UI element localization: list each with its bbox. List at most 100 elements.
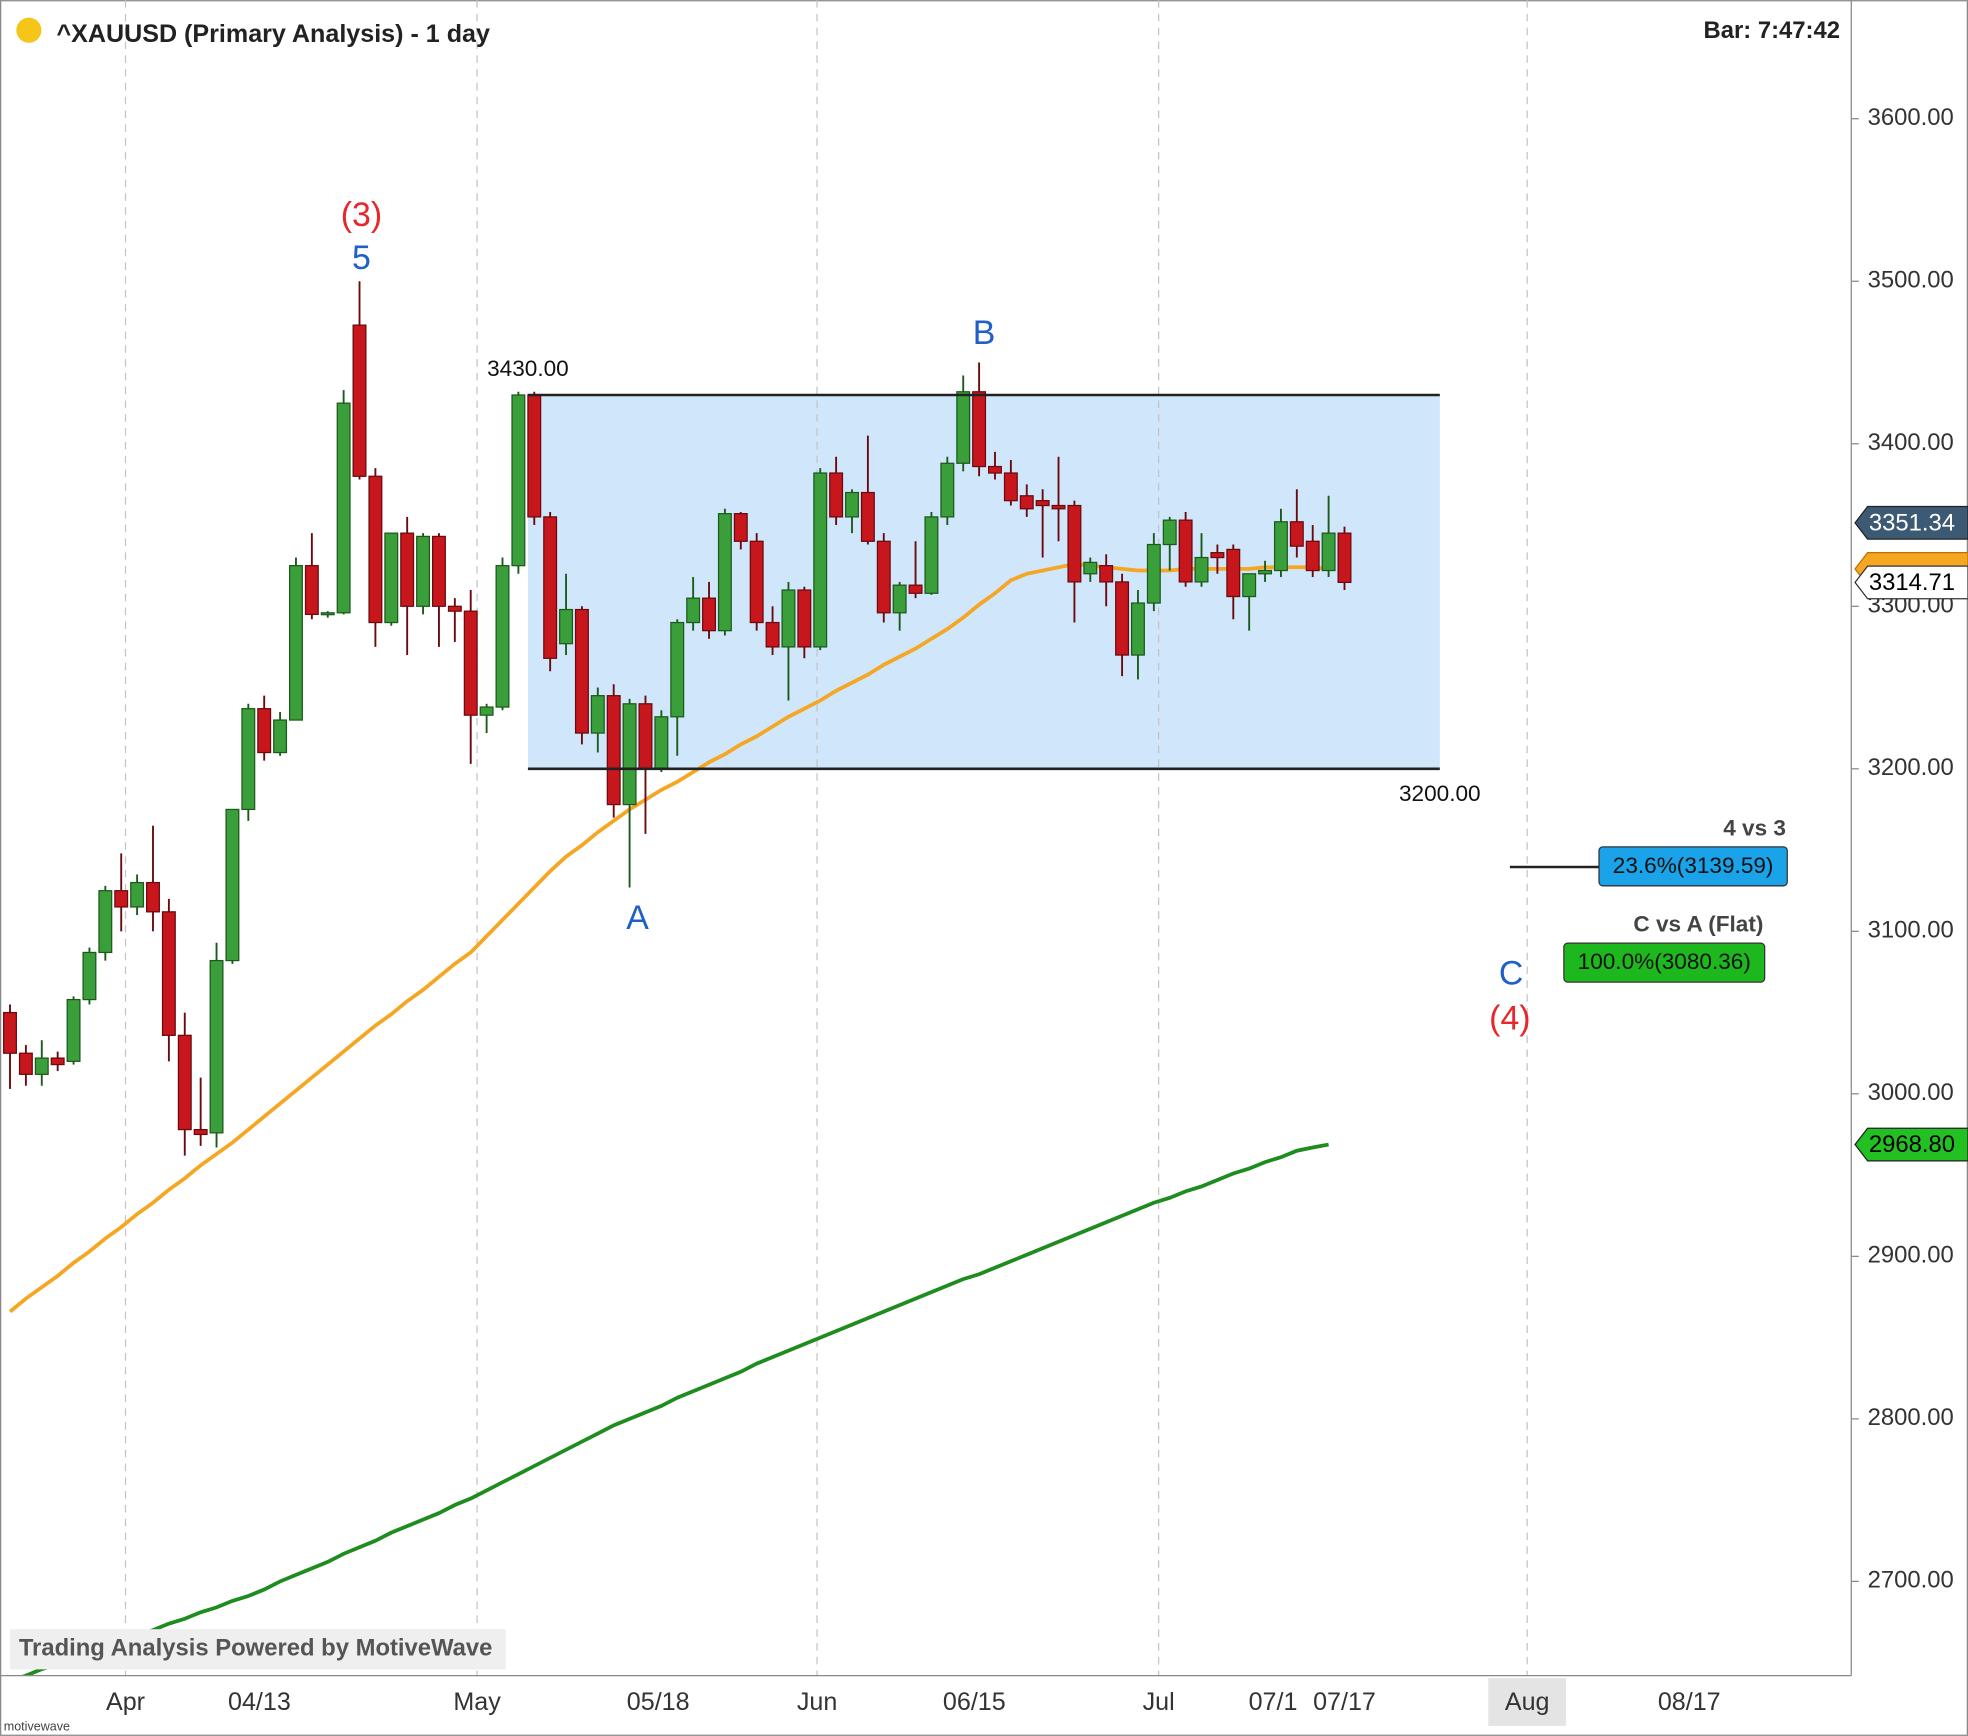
candle-body [892, 584, 907, 614]
candle-body [733, 513, 748, 542]
candle-body [50, 1057, 65, 1066]
candle-body [1258, 569, 1273, 575]
candle-body [177, 1034, 192, 1131]
status-dot [16, 17, 42, 43]
price-tag-label: 3314.71 [1869, 569, 1955, 596]
candle-body [447, 605, 462, 612]
plot-area [3, 0, 1528, 1676]
candle-body [924, 516, 939, 594]
wave-label: (3) [341, 196, 382, 234]
range-bottom-label: 3200.00 [1399, 781, 1481, 806]
candle-body [495, 565, 510, 708]
candle-body [384, 532, 399, 624]
x-tick-label: Jul [1143, 1688, 1175, 1716]
bar-timer: Bar: 7:47:42 [1704, 17, 1840, 44]
footer: motivewave [4, 1719, 70, 1733]
candle-body [1273, 521, 1288, 572]
price-tag-label: 3351.34 [1869, 509, 1955, 536]
candle-body [18, 1052, 33, 1075]
candle-body [146, 881, 160, 913]
candle-body [336, 402, 351, 614]
candle-body [1130, 602, 1145, 656]
candle-body [590, 695, 605, 734]
x-tick-label: 06/15 [943, 1688, 1006, 1716]
candle-body [559, 608, 574, 645]
candle-body [654, 716, 669, 770]
candle-body [765, 621, 780, 648]
candle-body [527, 394, 542, 518]
candle-body [193, 1128, 208, 1136]
candle-body [860, 491, 875, 542]
fib-box [1563, 942, 1766, 983]
candle-body [241, 708, 256, 811]
price-tag-label: 2968.80 [1869, 1131, 1955, 1158]
candle-body [3, 1011, 17, 1054]
candle-body [1083, 561, 1098, 575]
candle-body [130, 881, 145, 908]
range-top-label: 3430.00 [487, 356, 569, 381]
candle-body [638, 703, 653, 770]
candle-body [1035, 500, 1050, 507]
candle-body [606, 695, 621, 806]
candle-body [1003, 472, 1018, 502]
x-cursor-box [1488, 1678, 1567, 1726]
wave-label: 5 [352, 239, 371, 277]
y-tick-label: 3000.00 [1868, 1079, 1954, 1106]
candle-body [479, 706, 494, 716]
y-tick-label: 2700.00 [1868, 1567, 1954, 1594]
price-tag [1854, 565, 1968, 600]
candle-body [749, 540, 764, 624]
candle-body [34, 1057, 49, 1075]
y-tick-label: 3500.00 [1868, 267, 1954, 294]
fib-label: 23.6%(3139.59) [1613, 853, 1774, 878]
y-tick-label: 3100.00 [1868, 917, 1954, 944]
x-tick-label: 08/17 [1658, 1688, 1721, 1716]
candle-body [686, 597, 701, 624]
fib-label: 100.0%(3080.36) [1578, 949, 1751, 974]
candle-body [670, 621, 685, 718]
moving-average [19, 1142, 1329, 1676]
candle-body [1178, 519, 1193, 583]
candle-body [320, 612, 335, 616]
x-tick-label: Jun [797, 1688, 837, 1716]
candle-body [273, 719, 288, 754]
candle-body [82, 951, 97, 1001]
x-tick-label: 04/13 [228, 1688, 291, 1716]
y-tick-label: 3600.00 [1868, 104, 1954, 131]
y-tick-label: 3200.00 [1868, 754, 1954, 781]
candle-body [1019, 495, 1034, 510]
candle-body [161, 911, 176, 1036]
candle-body [416, 535, 431, 607]
x-tick-label: 07/17 [1313, 1688, 1376, 1716]
candle-body [1051, 504, 1066, 510]
candle-body [1226, 548, 1241, 598]
y-tick-label: 2900.00 [1868, 1242, 1954, 1269]
candle-body [1115, 581, 1130, 656]
y-tick-label: 2800.00 [1868, 1404, 1954, 1431]
chart-title: ^XAUUSD (Primary Analysis) - 1 day [56, 20, 490, 48]
watermark: Trading Analysis Powered by MotiveWave [19, 1635, 493, 1662]
candle-body [209, 959, 224, 1134]
fib-title: C vs A (Flat) [1633, 912, 1763, 937]
candle-body [1210, 552, 1225, 559]
price-tag [1854, 1127, 1968, 1162]
candle-body [1194, 556, 1209, 583]
candle-body [1146, 543, 1161, 604]
candle-body [908, 584, 923, 594]
x-tick-label: 05/18 [627, 1688, 690, 1716]
candle-body [463, 610, 478, 716]
candle-body [956, 391, 971, 464]
x-tick-label: 07/1 [1249, 1688, 1298, 1716]
x-tick-label: Aug [1505, 1688, 1550, 1716]
candle-body [400, 532, 415, 607]
candle-body [1162, 519, 1177, 546]
wave-label: C [1499, 954, 1523, 992]
candle-body [66, 998, 81, 1062]
candle-body [257, 708, 272, 754]
fib-box [1598, 846, 1788, 887]
candle-body [972, 391, 987, 468]
candle-body [781, 589, 796, 648]
candle-body [797, 589, 812, 648]
wave-label: (4) [1489, 999, 1530, 1037]
